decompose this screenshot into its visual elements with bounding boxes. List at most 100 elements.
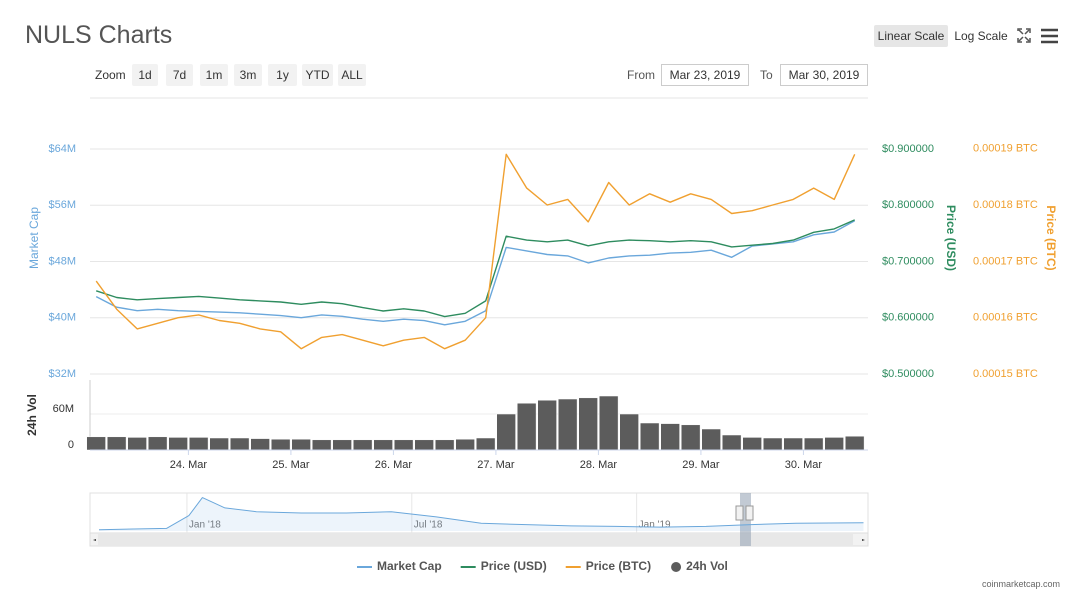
volume-bar	[106, 436, 127, 451]
volume-bar	[373, 439, 393, 451]
volume-bar	[537, 399, 557, 451]
x-tick-label: 30. Mar	[785, 459, 823, 471]
volume-bar	[168, 437, 188, 451]
page-title: NULS Charts	[25, 21, 173, 49]
volume-bar	[250, 438, 270, 451]
volume-bar	[147, 436, 168, 451]
y-tick-label: 0.00017 BTC	[973, 255, 1038, 267]
volume-bar	[660, 423, 680, 451]
scale-button[interactable]: Linear Scale	[874, 25, 948, 47]
y-tick-label: 0.00018 BTC	[973, 199, 1038, 211]
series-line	[95, 220, 856, 326]
volume-bar	[270, 438, 291, 451]
volume-bar	[557, 398, 578, 451]
zoom-button[interactable]: 1d	[132, 64, 158, 86]
volume-bar	[824, 437, 844, 451]
y-tick-label: 60M	[53, 403, 74, 415]
volume-bar	[229, 437, 250, 451]
volume-bar	[311, 439, 332, 451]
axis-title: Price (USD)	[944, 205, 958, 271]
volume-bar	[393, 439, 414, 451]
x-tick-label: 26. Mar	[375, 459, 413, 471]
volume-bar	[742, 437, 762, 451]
zoom-button[interactable]: 1m	[200, 64, 228, 86]
y-tick-label: $64M	[48, 143, 76, 155]
legend-label[interactable]: Price (BTC)	[586, 559, 651, 573]
to-date[interactable]: Mar 30, 2019	[780, 64, 868, 86]
volume-bar	[844, 435, 865, 451]
volume-bar	[188, 437, 209, 451]
axis-title: Market Cap	[27, 207, 41, 269]
volume-bar	[721, 434, 742, 451]
zoom-button[interactable]: ALL	[338, 64, 366, 86]
x-tick-label: 28. Mar	[580, 459, 618, 471]
zoom-button[interactable]: 3m	[234, 64, 262, 86]
y-tick-label: 0	[68, 439, 74, 451]
y-tick-label: 0.00015 BTC	[973, 368, 1038, 380]
navigator-x-label: Jan '18	[189, 520, 221, 531]
zoom-button[interactable]: 1y	[268, 64, 297, 86]
y-tick-label: $0.700000	[882, 255, 934, 267]
series-line	[95, 219, 855, 318]
navigator-x-label: Jan '19	[639, 520, 671, 531]
from-date[interactable]: Mar 23, 2019	[661, 64, 749, 86]
y-tick-label: $32M	[48, 368, 76, 380]
volume-bar	[332, 439, 352, 451]
x-tick-label: 29. Mar	[682, 459, 720, 471]
axis-title: Price (BTC)	[1044, 205, 1058, 270]
y-tick-label: $56M	[48, 199, 76, 211]
y-tick-label: 0.00019 BTC	[973, 143, 1038, 155]
volume-bar	[291, 438, 311, 451]
volume-bar	[619, 413, 639, 451]
from-label: From	[627, 68, 655, 82]
volume-bar	[803, 437, 824, 451]
volume-bar	[578, 397, 598, 451]
volume-bar	[455, 438, 475, 451]
x-tick-label: 27. Mar	[477, 459, 515, 471]
navigator-x-label: Jul '18	[414, 520, 443, 531]
volume-bar	[701, 428, 721, 451]
navigator-area	[98, 497, 864, 531]
zoom-label: Zoom	[95, 68, 126, 82]
volume-bar	[762, 437, 783, 451]
x-tick-label: 25. Mar	[272, 459, 310, 471]
credit: coinmarketcap.com	[981, 579, 1060, 589]
volume-bar	[352, 439, 373, 451]
volume-bar	[598, 395, 619, 451]
to-label: To	[760, 68, 773, 82]
y-tick-label: $0.600000	[882, 312, 934, 324]
navigator-line	[98, 497, 864, 531]
volume-bar	[783, 437, 803, 451]
zoom-button[interactable]: YTD	[302, 64, 333, 86]
axis-title: 24h Vol	[25, 394, 39, 436]
legend-label[interactable]: Price (USD)	[481, 559, 547, 573]
x-tick-label: 24. Mar	[170, 459, 208, 471]
y-tick-label: 0.00016 BTC	[973, 312, 1038, 324]
y-tick-label: $0.500000	[882, 368, 934, 380]
volume-bar	[516, 402, 537, 451]
legend-symbol	[671, 562, 682, 572]
volume-bar	[414, 439, 434, 451]
legend-label[interactable]: Market Cap	[377, 559, 442, 573]
scale-button[interactable]: Log Scale	[952, 25, 1010, 47]
zoom-button[interactable]: 7d	[166, 64, 193, 86]
volume-bar	[86, 436, 106, 451]
y-tick-label: $48M	[48, 255, 76, 267]
y-tick-label: $0.900000	[882, 143, 934, 155]
volume-bar	[496, 413, 516, 451]
volume-bar	[639, 422, 660, 451]
scrollbar-thumb[interactable]	[98, 534, 853, 545]
volume-bar	[475, 437, 496, 451]
series-line	[95, 153, 856, 350]
y-tick-label: $40M	[48, 312, 76, 324]
legend-label[interactable]: 24h Vol	[686, 559, 728, 573]
volume-bar	[127, 437, 147, 451]
navigator-handle[interactable]	[735, 505, 744, 521]
y-tick-label: $0.800000	[882, 199, 934, 211]
volume-bar	[209, 437, 229, 451]
volume-bar	[434, 439, 455, 451]
navigator-handle[interactable]	[745, 505, 754, 521]
volume-bar	[680, 424, 701, 451]
